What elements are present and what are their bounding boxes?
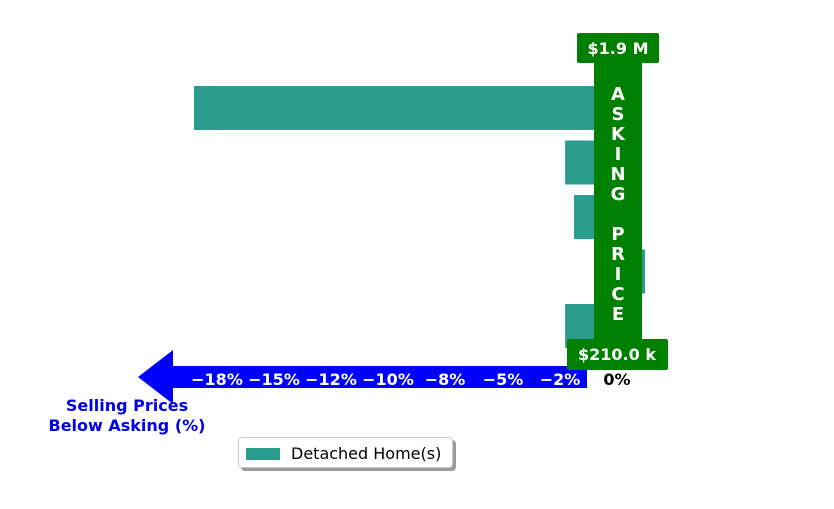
bar-3	[574, 195, 594, 239]
legend: Detached Home(s)	[238, 437, 453, 468]
price-low-label: $210.0 k	[578, 345, 656, 364]
bars-layer	[194, 86, 646, 348]
arrow-shape	[138, 350, 587, 404]
asking-price-letter: A	[611, 84, 625, 105]
asking-price-letter: I	[615, 144, 622, 165]
bar-2	[565, 140, 594, 185]
x-tick-3: −12%	[305, 370, 357, 389]
legend-label-detached: Detached Home(s)	[291, 444, 442, 463]
asking-price-letter: I	[615, 264, 622, 285]
x-tick-1: −18%	[191, 370, 243, 389]
x-tick-5: −8%	[425, 370, 466, 389]
x-axis-title-line: Selling Prices	[65, 396, 189, 415]
asking-price-letter: N	[610, 164, 625, 185]
asking-price-letter: G	[611, 184, 626, 205]
x-tick-4: −10%	[362, 370, 414, 389]
x-axis-title: Selling Prices Below Asking (%)	[38, 396, 216, 436]
asking-price-letter: K	[611, 124, 626, 145]
x-tick-7: −2%	[540, 370, 581, 389]
asking-price-letter: P	[611, 224, 624, 245]
x-tick-2: −15%	[248, 370, 300, 389]
below-asking-arrow	[138, 350, 587, 404]
legend-swatch-detached	[246, 448, 280, 460]
asking-price-letter: E	[612, 304, 624, 325]
bar-1	[194, 86, 594, 130]
asking-price-letter: R	[611, 244, 625, 265]
price-high-label: $1.9 M	[588, 39, 649, 58]
price-low-box	[567, 339, 668, 370]
x-tick-labels: −18% −15% −12% −10% −8% −5% −2% 0%	[191, 370, 630, 389]
asking-price-column	[594, 62, 642, 350]
x-tick-8: 0%	[603, 370, 630, 389]
x-axis-title-line: Below Asking (%)	[48, 416, 206, 435]
asking-price-letter: C	[611, 284, 624, 305]
price-high-box	[577, 33, 659, 63]
x-tick-6: −5%	[483, 370, 524, 389]
asking-price-letter: S	[612, 104, 625, 125]
